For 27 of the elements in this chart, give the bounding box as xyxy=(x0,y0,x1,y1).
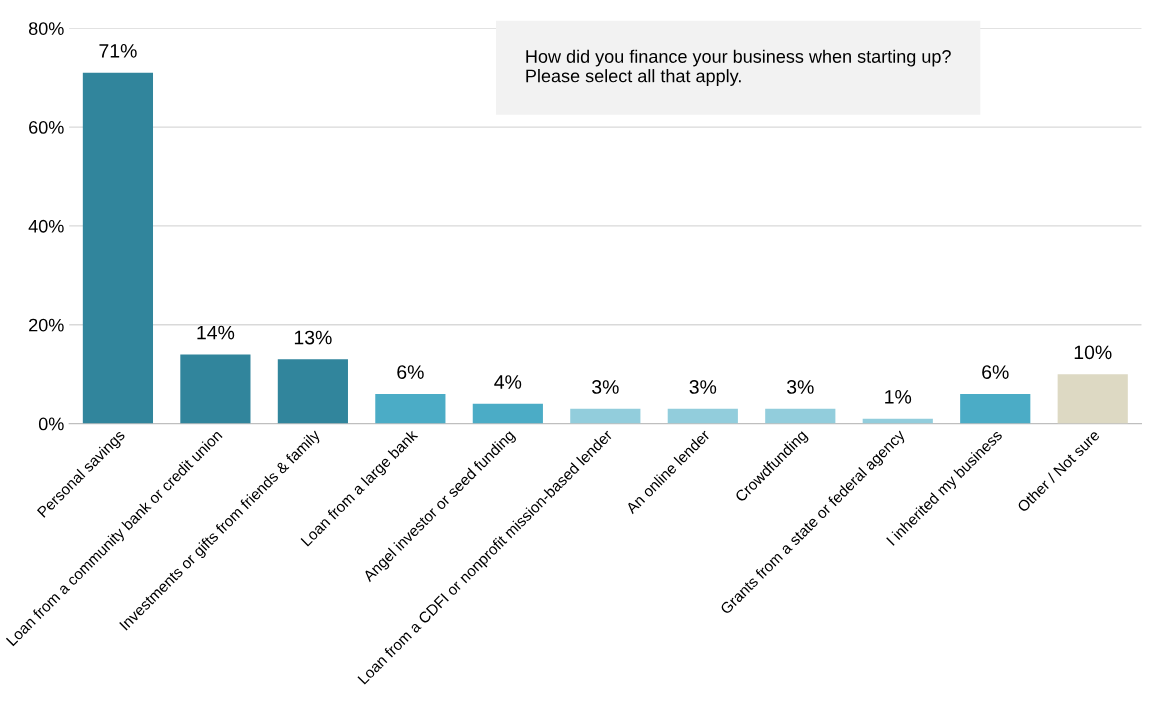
data-label: 4% xyxy=(494,375,522,389)
bar xyxy=(472,403,543,424)
data-label: 3% xyxy=(592,380,619,394)
bar xyxy=(1057,374,1128,424)
y-tick-label: 80% xyxy=(28,22,64,35)
bar xyxy=(960,393,1031,424)
bar xyxy=(180,354,251,424)
bar xyxy=(375,393,446,424)
y-tick-label: 0% xyxy=(38,417,64,431)
data-label: 1% xyxy=(885,390,912,404)
annotation: How did you finance your business when starting up? Please select all that apply. xyxy=(526,49,951,86)
bar xyxy=(570,408,641,424)
bar xyxy=(82,72,154,424)
data-label: 71% xyxy=(99,44,137,58)
data-label: 3% xyxy=(786,380,814,394)
data-label: 13% xyxy=(294,330,332,345)
data-label: 6% xyxy=(397,365,424,379)
bar xyxy=(277,359,348,424)
y-tick-label: 20% xyxy=(29,318,64,332)
bar xyxy=(765,408,836,424)
data-label: 3% xyxy=(689,380,717,394)
data-label: 10% xyxy=(1074,345,1112,360)
data-label: 6% xyxy=(982,365,1009,379)
y-tick-label: 40% xyxy=(28,219,64,233)
bar xyxy=(667,408,738,424)
data-label: 14% xyxy=(197,325,235,340)
y-tick-label: 60% xyxy=(29,121,64,134)
